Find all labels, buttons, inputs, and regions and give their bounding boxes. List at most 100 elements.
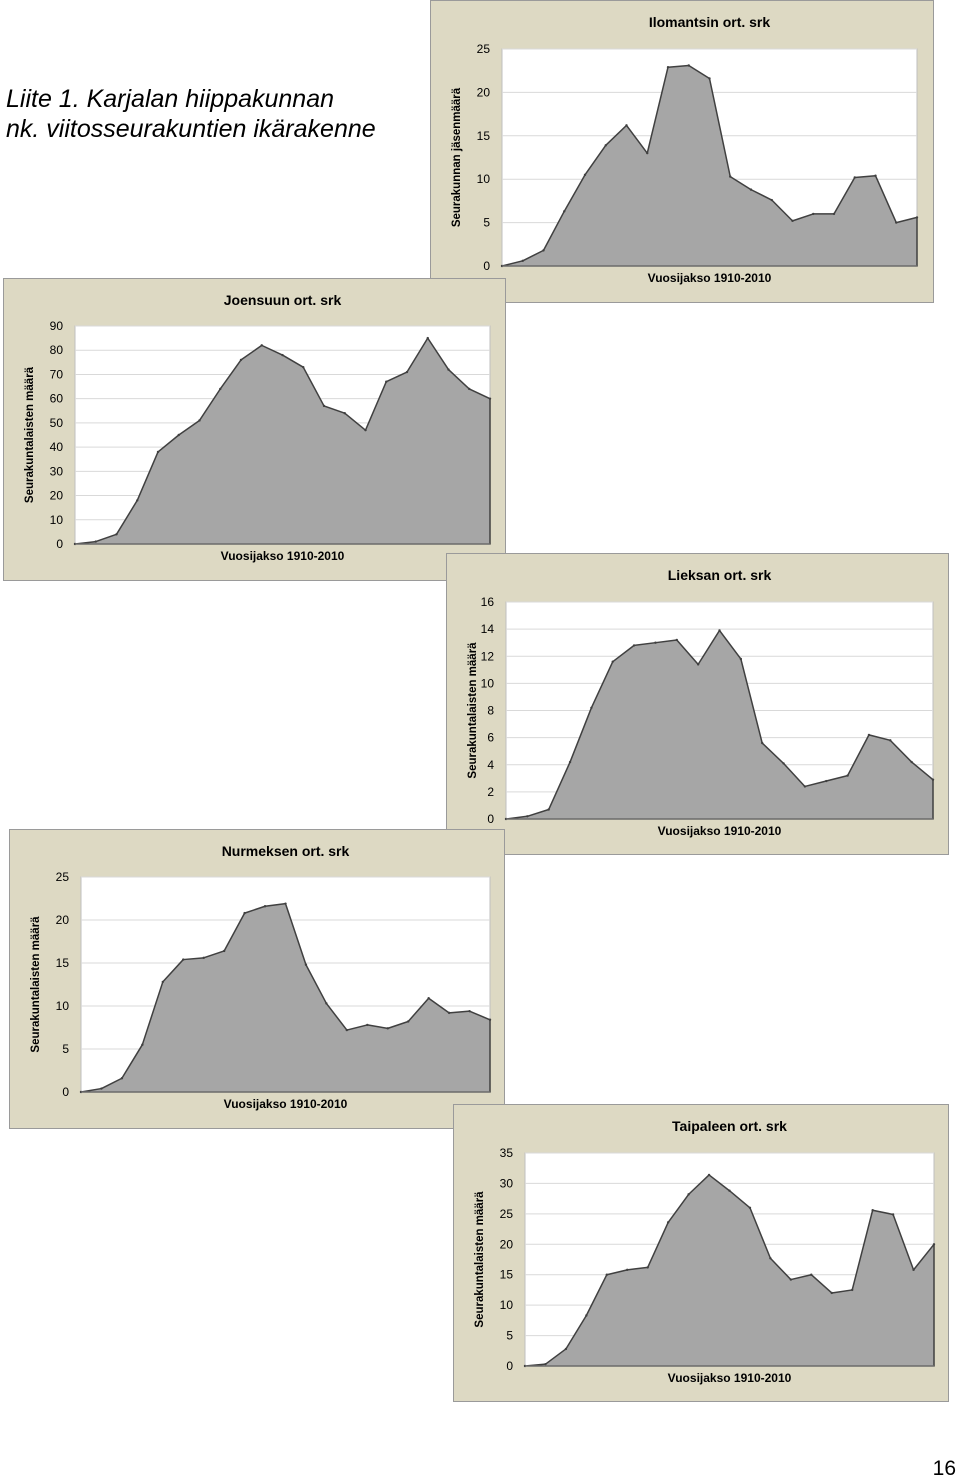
data-point — [468, 387, 471, 391]
data-point — [219, 387, 222, 391]
y-axis-label: Seurakuntalaisten määrä — [30, 916, 42, 1053]
data-point — [646, 1266, 649, 1269]
data-point — [932, 1243, 936, 1246]
data-point — [810, 1273, 813, 1276]
data-point — [761, 741, 764, 745]
data-point — [427, 997, 430, 1000]
data-point — [749, 188, 753, 191]
x-axis-label: Vuosijakso 1910-2010 — [668, 1371, 792, 1385]
data-point — [94, 540, 97, 543]
data-point — [846, 774, 849, 777]
chart-panel-taipale: 0 5 10 15 20 25 30 35 Taipaleen ort. srk Vuosijak… — [453, 1104, 949, 1402]
data-point — [718, 629, 721, 632]
y-tick-label: 25 — [500, 1207, 514, 1221]
data-point — [322, 404, 326, 408]
data-point — [385, 380, 388, 383]
data-point — [782, 762, 785, 765]
chart-panel-ilomantsi: 0 5 10 15 20 25 Ilomantsin ort. srk Vuosijakso … — [430, 0, 934, 303]
data-point — [447, 368, 450, 371]
data-point — [202, 956, 205, 960]
chart-panel-lieksa: 0 2 4 6 8 10 12 14 16 Lieksan ort. srk Vuosijakso … — [446, 553, 949, 855]
data-point — [825, 779, 828, 783]
document-title: Liite 1. Karjalan hiippakunnan nk. viito… — [6, 84, 376, 144]
y-tick-label: 25 — [56, 870, 70, 884]
data-point — [871, 1209, 874, 1212]
y-tick-label: 14 — [481, 622, 495, 636]
y-tick-label: 0 — [487, 812, 494, 826]
chart-title: Ilomantsin ort. srk — [649, 14, 771, 30]
chart-panel-joensuu: 0 10 20 30 40 50 60 70 80 90 Joensuun ort. srk Vuos… — [3, 278, 506, 581]
y-tick-label: 50 — [50, 416, 64, 430]
y-tick-label: 15 — [477, 129, 491, 143]
data-point — [912, 1268, 915, 1272]
data-point — [304, 963, 308, 966]
data-point — [585, 1314, 588, 1317]
y-tick-label: 10 — [477, 172, 491, 186]
data-point — [239, 358, 243, 362]
data-point — [564, 1347, 568, 1351]
y-tick-label: 40 — [50, 440, 64, 454]
data-point — [115, 533, 118, 536]
data-point — [468, 1009, 471, 1013]
data-point — [666, 66, 670, 69]
data-point — [605, 1273, 608, 1276]
y-tick-label: 8 — [487, 704, 494, 718]
y-tick-label: 2 — [487, 785, 494, 799]
y-tick-label: 25 — [477, 42, 491, 56]
data-point — [889, 739, 892, 742]
data-point — [447, 1011, 451, 1015]
y-tick-label: 60 — [50, 392, 64, 406]
data-point — [687, 64, 690, 67]
y-tick-label: 30 — [500, 1176, 514, 1190]
data-point — [364, 428, 367, 432]
data-point — [161, 980, 164, 984]
document-title-line-2: nk. viitosseurakuntien ikärakenne — [6, 115, 376, 143]
chart-panel-nurmes: 0 5 10 15 20 25 Nurmeksen ort. srk Vuosijakso 1… — [9, 829, 505, 1129]
data-point — [156, 450, 160, 454]
chart-svg: 0 5 10 15 20 25 30 35 Taipaleen ort. srk Vuosijak… — [453, 1104, 949, 1402]
data-point — [386, 1027, 389, 1030]
data-point — [874, 174, 877, 177]
data-point — [611, 660, 614, 663]
data-point — [544, 1362, 547, 1366]
y-tick-label: 12 — [481, 649, 495, 663]
data-point — [729, 175, 732, 178]
data-point — [263, 905, 267, 908]
y-tick-label: 80 — [50, 343, 64, 357]
data-point — [366, 1023, 369, 1027]
data-point — [748, 1206, 752, 1209]
data-point — [243, 911, 246, 915]
data-point — [583, 173, 587, 177]
data-point — [590, 706, 593, 709]
data-point — [891, 1213, 895, 1216]
data-point — [120, 1077, 124, 1080]
y-tick-label: 20 — [50, 489, 64, 503]
data-point — [260, 344, 263, 347]
data-point — [100, 1087, 103, 1090]
data-point — [666, 1221, 670, 1224]
data-point — [325, 1002, 328, 1005]
x-axis-label: Vuosijakso 1910-2010 — [224, 1097, 348, 1111]
data-point — [547, 808, 550, 811]
data-point — [568, 760, 572, 764]
data-point — [895, 221, 898, 224]
data-point — [789, 1278, 793, 1281]
y-tick-label: 0 — [506, 1359, 513, 1373]
page-number: 16 — [932, 1457, 956, 1480]
data-point — [526, 815, 529, 818]
data-point — [198, 419, 201, 422]
data-point — [812, 212, 815, 216]
data-point — [563, 210, 566, 213]
data-point — [407, 1020, 410, 1023]
data-point — [675, 638, 678, 642]
y-tick-label: 15 — [56, 956, 70, 970]
y-tick-label: 0 — [62, 1085, 69, 1099]
data-point — [708, 77, 711, 80]
chart-title: Taipaleen ort. srk — [672, 1118, 787, 1134]
chart-svg: 0 10 20 30 40 50 60 70 80 90 Joensuun ort. srk Vuos… — [3, 278, 506, 581]
y-axis-label: Seurakuntalaisten määrä — [467, 642, 479, 779]
data-point — [604, 144, 607, 147]
chart-title: Lieksan ort. srk — [668, 567, 772, 583]
chart-title: Nurmeksen ort. srk — [222, 843, 350, 859]
data-point — [851, 1288, 854, 1292]
